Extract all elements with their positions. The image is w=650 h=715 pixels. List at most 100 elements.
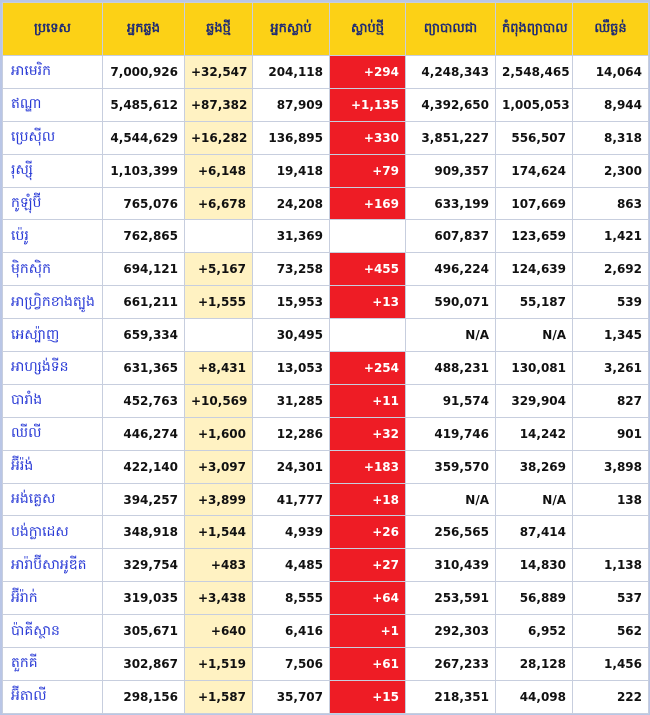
header-new-deaths[interactable]: ស្លាប់ថ្មី <box>329 2 406 56</box>
deaths-cell: 30,495 <box>252 318 330 353</box>
active-cell: 87,414 <box>495 515 573 550</box>
new-deaths-cell: +1 <box>329 614 406 649</box>
recovered-cell: 419,746 <box>405 416 496 451</box>
recovered-cell: 607,837 <box>405 219 496 254</box>
new-deaths-cell: +1,135 <box>329 87 406 122</box>
country-cell[interactable]: អាហ្សង់ទីន <box>2 351 103 385</box>
critical-cell: 2,692 <box>572 252 649 287</box>
cases-cell: 302,867 <box>102 647 185 681</box>
new-cases-cell: +3,097 <box>184 449 253 484</box>
country-cell[interactable]: បារាំង <box>2 383 103 418</box>
header-active[interactable]: កំពុងព្យាបាល <box>495 2 573 56</box>
table-row: អាមេរិក 7,000,926 +32,547 204,118 +294 4,248,… <box>2 55 649 89</box>
active-cell: 130,081 <box>495 351 573 385</box>
country-cell[interactable]: អ៊ីរ៉ាក់ <box>2 581 103 616</box>
country-cell[interactable]: អ៊ីតាលី <box>2 679 103 714</box>
country-cell[interactable]: បង់ក្លាដេស <box>2 515 103 550</box>
recovered-cell: 91,574 <box>405 383 496 418</box>
country-cell[interactable]: អ៊ីរ៉ង់ <box>2 449 103 484</box>
critical-cell: 8,944 <box>572 87 649 122</box>
cases-cell: 5,485,612 <box>102 87 185 122</box>
country-cell[interactable]: ឥណ្ឌា <box>2 87 103 122</box>
country-cell[interactable]: ម៉ិកស៊ិក <box>2 252 103 287</box>
country-cell[interactable]: អាហ្វ្រិកខាងត្បូង <box>2 285 103 320</box>
active-cell: N/A <box>495 318 573 353</box>
new-deaths-cell: +294 <box>329 55 406 89</box>
active-cell: 28,128 <box>495 647 573 681</box>
country-cell[interactable]: ឈីលី <box>2 416 103 451</box>
header-recovered[interactable]: ព្យាបាលជា <box>405 2 496 56</box>
critical-cell <box>572 515 649 550</box>
country-cell[interactable]: ប៉ាគីស្ថាន <box>2 614 103 649</box>
new-deaths-cell <box>329 318 406 353</box>
cases-cell: 7,000,926 <box>102 55 185 89</box>
table-row: ប៉េរូ 762,865 31,369 607,837 123,659 1,421 <box>2 219 649 254</box>
country-cell[interactable]: ប៉េរូ <box>2 219 103 254</box>
deaths-cell: 15,953 <box>252 285 330 320</box>
active-cell: 123,659 <box>495 219 573 254</box>
active-cell: 38,269 <box>495 449 573 484</box>
country-cell[interactable]: អេស្ប៉ាញ <box>2 318 103 353</box>
new-cases-cell: +6,148 <box>184 153 253 188</box>
recovered-cell: 310,439 <box>405 548 496 583</box>
recovered-cell: 4,248,343 <box>405 55 496 89</box>
new-deaths-cell: +61 <box>329 647 406 681</box>
table-row: អង់គ្លេស 394,257 +3,899 41,777 +18 N/A N/A 138 <box>2 482 649 517</box>
new-cases-cell: +6,678 <box>184 186 253 221</box>
country-cell[interactable]: អារ៉ាប៊ីសាអូឌីត <box>2 548 103 583</box>
country-cell[interactable]: ប្រេស៊ីល <box>2 120 103 155</box>
cases-cell: 661,211 <box>102 285 185 320</box>
recovered-cell: 3,851,227 <box>405 120 496 155</box>
header-deaths[interactable]: អ្នកស្លាប់ <box>252 2 330 56</box>
country-cell[interactable]: កូឡុំប៊ី <box>2 186 103 221</box>
new-deaths-cell: +169 <box>329 186 406 221</box>
new-cases-cell: +1,587 <box>184 679 253 714</box>
table-row: អ៊ីរ៉ង់ 422,140 +3,097 24,301 +183 359,570 38,… <box>2 449 649 484</box>
new-deaths-cell: +330 <box>329 120 406 155</box>
table-row: បារាំង 452,763 +10,569 31,285 +11 91,574 329,9… <box>2 383 649 418</box>
country-cell[interactable]: អង់គ្លេស <box>2 482 103 517</box>
recovered-cell: 488,231 <box>405 351 496 385</box>
table-row: អាហ្សង់ទីន 631,365 +8,431 13,053 +254 488,231… <box>2 351 649 385</box>
table-row: តួកគី 302,867 +1,519 7,506 +61 267,233 28,128 1… <box>2 647 649 681</box>
deaths-cell: 73,258 <box>252 252 330 287</box>
deaths-cell: 136,895 <box>252 120 330 155</box>
deaths-cell: 24,208 <box>252 186 330 221</box>
cases-cell: 319,035 <box>102 581 185 616</box>
new-cases-cell: +640 <box>184 614 253 649</box>
country-cell[interactable]: អាមេរិក <box>2 55 103 89</box>
table-row: អាហ្វ្រិកខាងត្បូង 661,211 +1,555 15,953 +13 5… <box>2 285 649 320</box>
active-cell: 56,889 <box>495 581 573 616</box>
deaths-cell: 19,418 <box>252 153 330 188</box>
new-deaths-cell: +79 <box>329 153 406 188</box>
country-cell[interactable]: តួកគី <box>2 647 103 681</box>
table-row: អេស្ប៉ាញ 659,334 30,495 N/A N/A 1,345 <box>2 318 649 353</box>
cases-cell: 298,156 <box>102 679 185 714</box>
new-cases-cell <box>184 318 253 353</box>
recovered-cell: 590,071 <box>405 285 496 320</box>
cases-cell: 1,103,399 <box>102 153 185 188</box>
deaths-cell: 4,939 <box>252 515 330 550</box>
table-row: ឥណ្ឌា 5,485,612 +87,382 87,909 +1,135 4,392,6… <box>2 87 649 122</box>
new-cases-cell: +3,899 <box>184 482 253 517</box>
cases-cell: 305,671 <box>102 614 185 649</box>
header-new-cases[interactable]: ឆ្លងថ្មី <box>184 2 253 56</box>
active-cell: 6,952 <box>495 614 573 649</box>
cases-cell: 394,257 <box>102 482 185 517</box>
critical-cell: 8,318 <box>572 120 649 155</box>
active-cell: 14,830 <box>495 548 573 583</box>
deaths-cell: 31,369 <box>252 219 330 254</box>
active-cell: 329,904 <box>495 383 573 418</box>
table-row: កូឡុំប៊ី 765,076 +6,678 24,208 +169 633,199 10… <box>2 186 649 221</box>
deaths-cell: 31,285 <box>252 383 330 418</box>
new-deaths-cell: +18 <box>329 482 406 517</box>
new-cases-cell: +1,600 <box>184 416 253 451</box>
header-country[interactable]: ប្រទេស <box>2 2 103 56</box>
header-cases[interactable]: អ្នកឆ្លង <box>102 2 185 56</box>
deaths-cell: 24,301 <box>252 449 330 484</box>
active-cell: 174,624 <box>495 153 573 188</box>
table-row: ប៉ាគីស្ថាន 305,671 +640 6,416 +1 292,303 6,952… <box>2 614 649 649</box>
header-critical[interactable]: ឈឺធ្ងន់ <box>572 2 649 56</box>
country-cell[interactable]: រុស្ស៊ី <box>2 153 103 188</box>
